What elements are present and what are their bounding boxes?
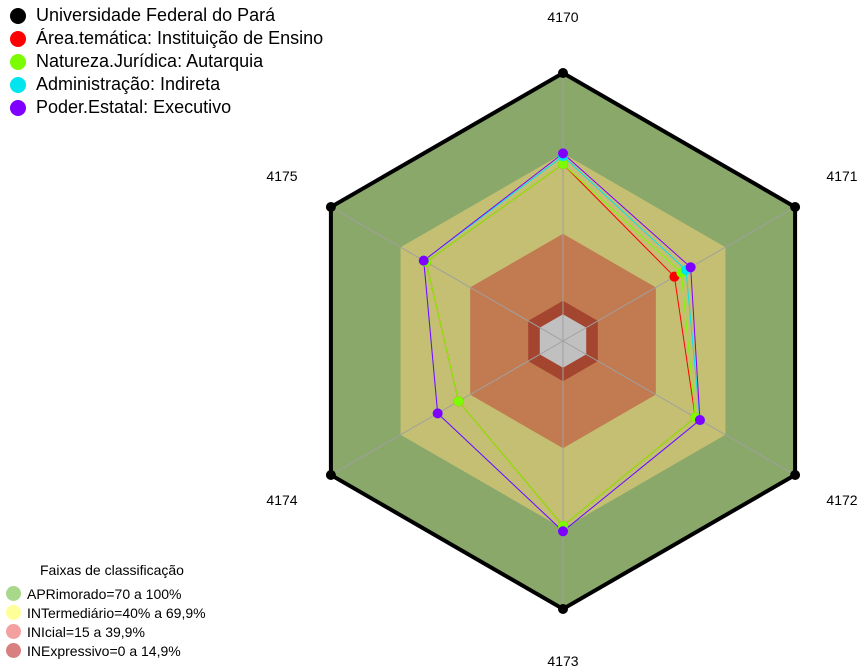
legend-marker: [10, 76, 26, 93]
band-label: INTermediário=40% a 69,9%: [27, 604, 206, 621]
band-label: INIcial=15 a 39,9%: [27, 623, 145, 640]
axis-label: 4175: [266, 168, 297, 184]
series-point: [558, 148, 568, 159]
legend-marker: [10, 30, 26, 47]
series-point: [432, 408, 443, 419]
axis-label: 4171: [826, 168, 857, 184]
legend-item: Administração: Indireta: [10, 73, 323, 96]
band-swatch: [6, 643, 21, 658]
legend-label: Natureza.Jurídica: Autarquia: [36, 51, 264, 71]
legend-marker: [10, 53, 26, 70]
legend-item: Área.temática: Instituição de Ensino: [10, 27, 323, 50]
legend-marker: [10, 7, 26, 24]
band-item: INExpressivo=0 a 14,9%: [6, 641, 206, 660]
series-point: [325, 202, 336, 212]
series-point: [694, 415, 705, 426]
axis-spoke: [330, 340, 564, 476]
bands-legend-title: Faixas de classificação: [40, 562, 184, 578]
series-point: [558, 159, 568, 170]
axis-label: 4174: [266, 492, 297, 508]
series-legend: Universidade Federal do Pará Área.temáti…: [10, 4, 323, 119]
series-point: [453, 396, 464, 407]
axis-spoke: [330, 206, 564, 342]
band-item: INIcial=15 a 39,9%: [6, 622, 206, 641]
band-swatch: [6, 586, 21, 601]
legend-label: Administração: Indireta: [36, 74, 221, 94]
series-point: [325, 470, 336, 480]
bands-legend: Faixas de classificação APRimorado=70 a …: [6, 562, 206, 660]
legend-label: Área.temática: Instituição de Ensino: [36, 28, 324, 48]
legend-item: Universidade Federal do Pará: [10, 4, 323, 27]
band-item: INTermediário=40% a 69,9%: [6, 603, 206, 622]
band-label: APRimorado=70 a 100%: [27, 585, 182, 602]
series-point: [790, 202, 801, 212]
series-point: [558, 604, 568, 614]
series-point: [685, 262, 696, 273]
band-swatch: [6, 624, 21, 639]
axis-label: 4172: [826, 492, 857, 508]
legend-label: Poder.Estatal: Executivo: [36, 97, 232, 117]
band-label: INExpressivo=0 a 14,9%: [27, 642, 181, 659]
band-swatch: [6, 605, 21, 620]
legend-item: Poder.Estatal: Executivo: [10, 96, 323, 119]
axis-spoke: [562, 340, 796, 476]
axis-label: 4173: [547, 653, 578, 669]
series-point: [558, 68, 568, 78]
axis-label: 4170: [547, 9, 578, 25]
legend-item: Natureza.Jurídica: Autarquia: [10, 50, 323, 73]
series-point: [558, 526, 568, 537]
series-point: [418, 255, 429, 266]
series-point: [790, 470, 801, 480]
legend-marker: [10, 99, 26, 116]
legend-label: Universidade Federal do Pará: [36, 5, 276, 25]
band-item: APRimorado=70 a 100%: [6, 584, 206, 603]
